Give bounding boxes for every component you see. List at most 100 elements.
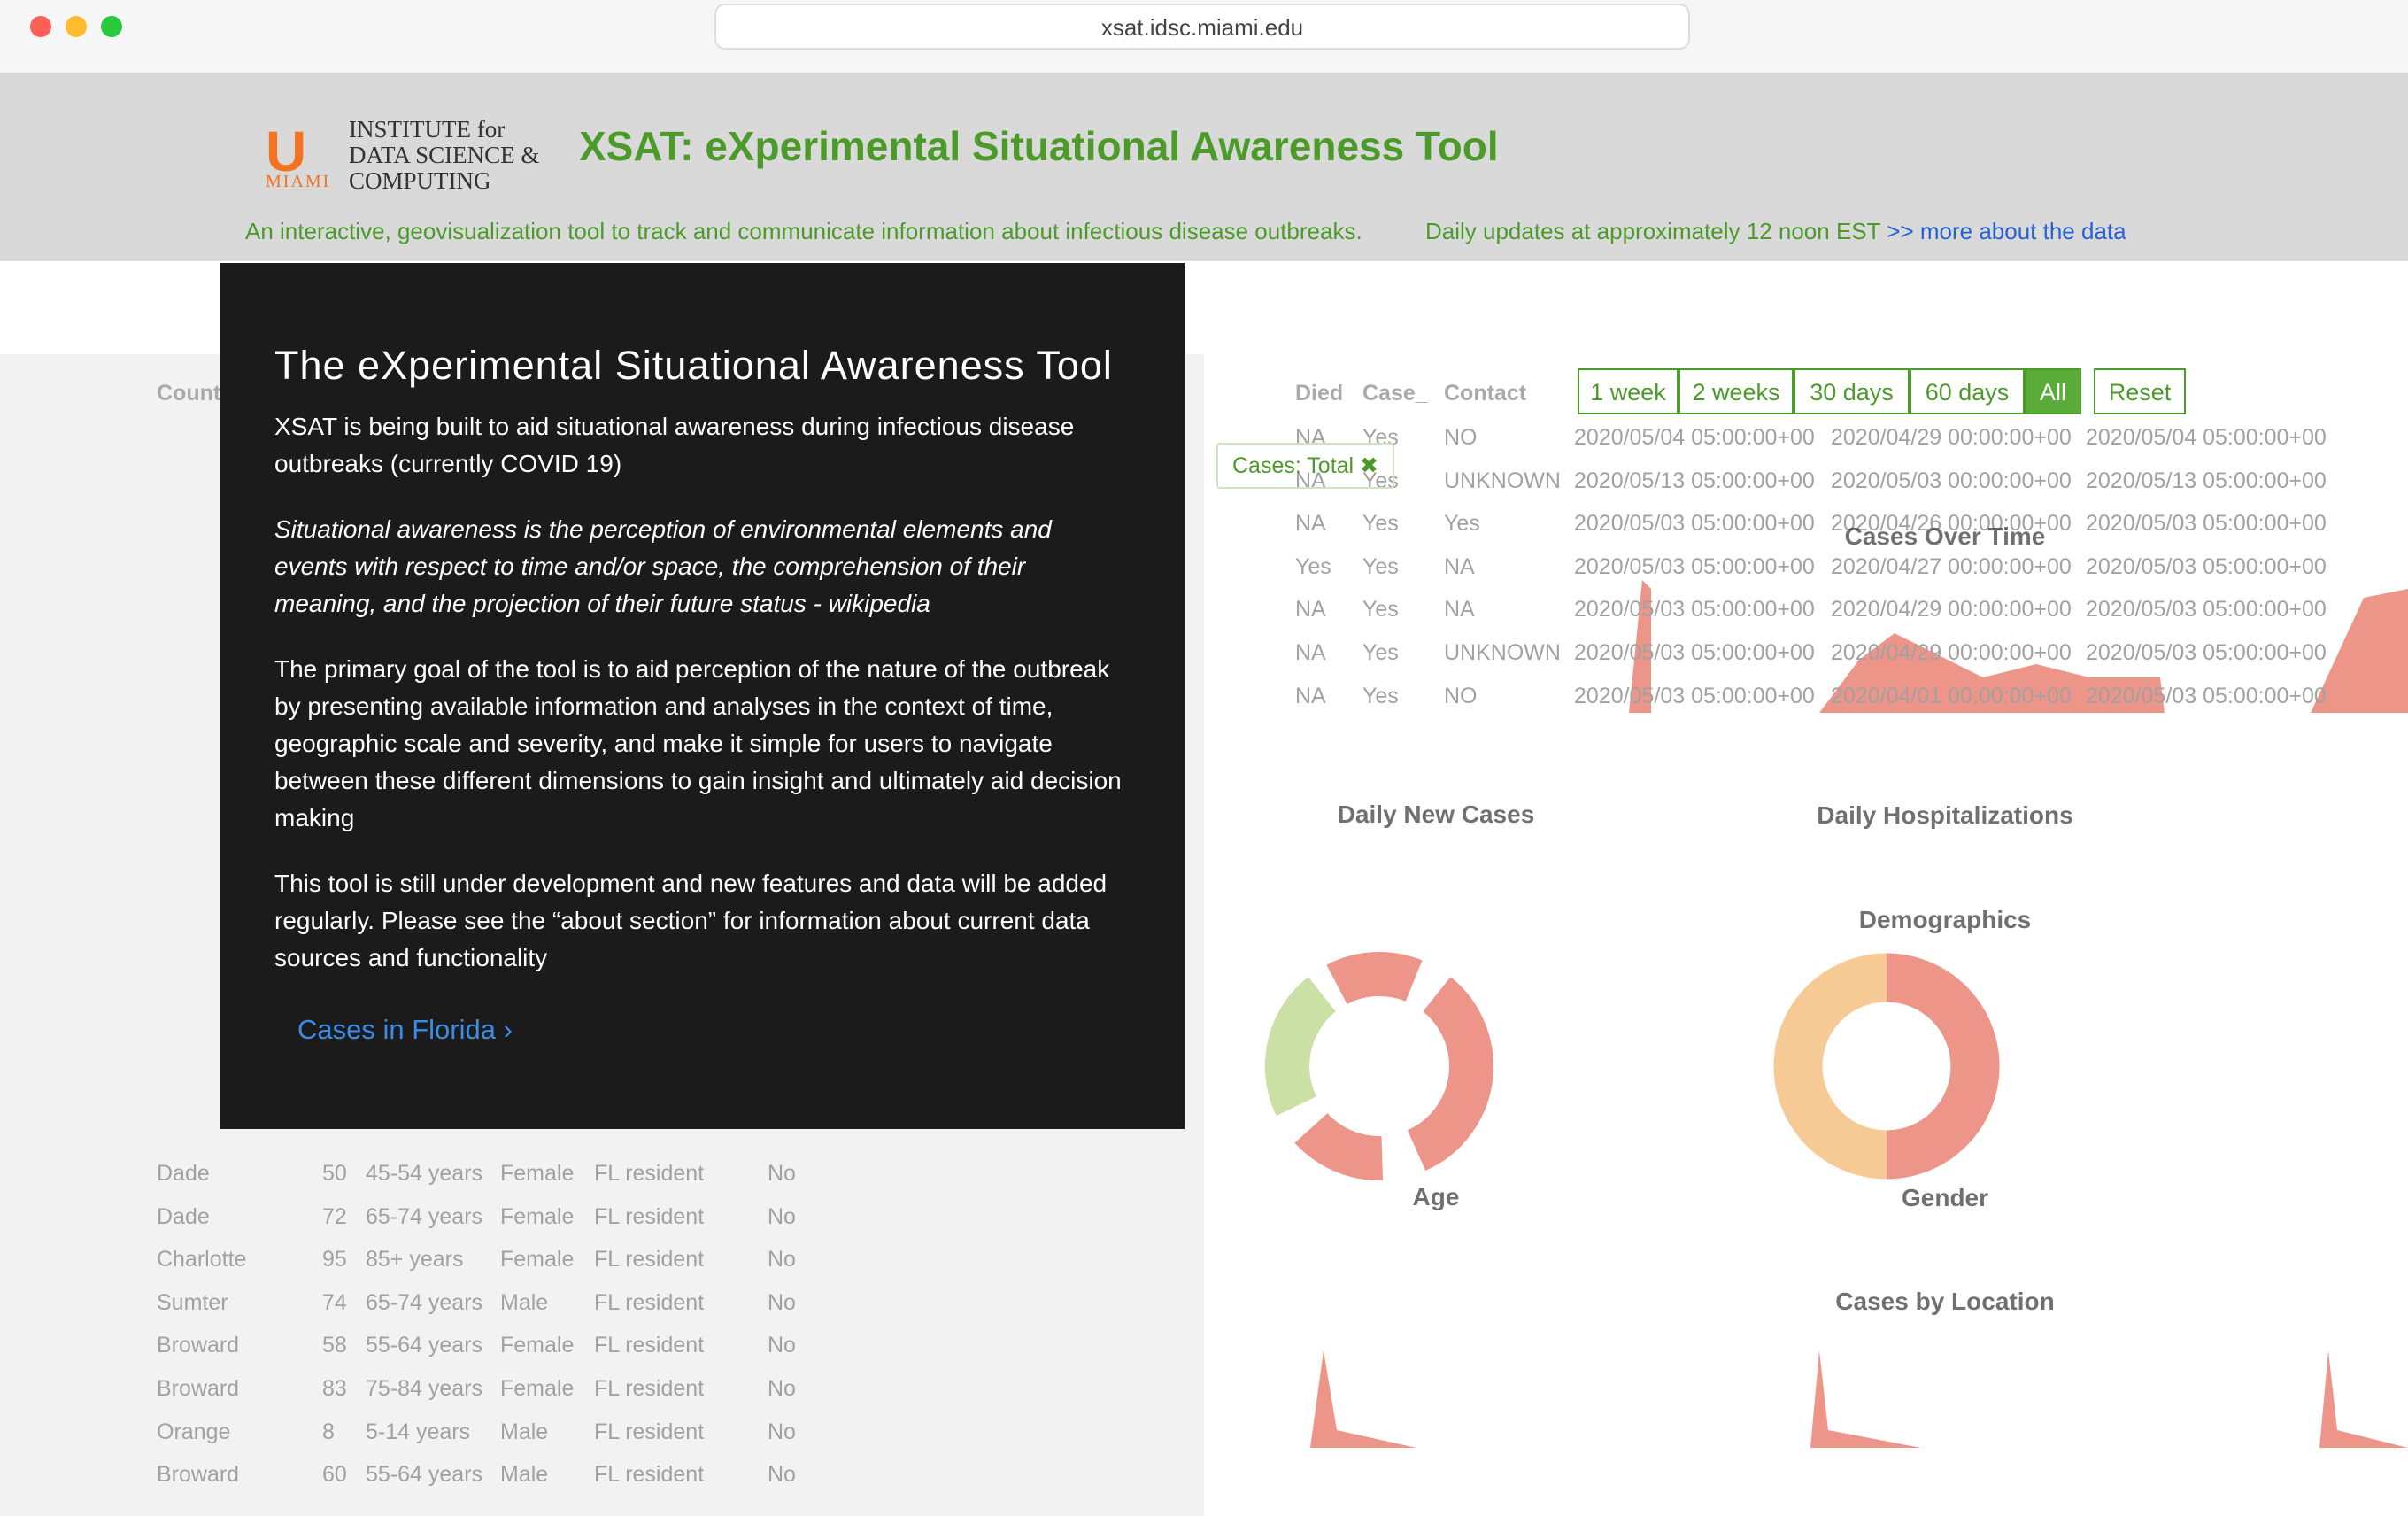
range-button[interactable]: Reset	[2094, 368, 2186, 414]
area-decor	[1810, 1350, 1921, 1448]
table-cell: 2020/05/03 05:00:00+00	[2086, 511, 2327, 537]
table-cell: Orange	[157, 1419, 231, 1444]
table-cell: FL resident	[594, 1462, 705, 1488]
address-bar[interactable]: xsat.idsc.miami.edu	[714, 4, 1690, 50]
table-cell: NA	[1444, 597, 1475, 623]
table-cell: NO	[1444, 683, 1478, 708]
filter-tag[interactable]: Cases: Total ✖	[1216, 443, 1394, 489]
zoom-button[interactable]	[101, 16, 122, 37]
table-cell: UNKNOWN	[1444, 468, 1561, 493]
table-cell: 85+ years	[366, 1247, 464, 1272]
table-header: Died	[1295, 381, 1344, 406]
table-cell: 83	[322, 1376, 347, 1401]
chart-title: Gender	[1901, 1184, 1989, 1211]
table-cell: Charlotte	[157, 1247, 247, 1272]
logo-sub: MIAMI	[266, 172, 331, 191]
table-cell: 50	[322, 1161, 347, 1186]
browser-toolbar: xsat.idsc.miami.edu	[0, 0, 2408, 74]
table-cell: 2020/05/03 05:00:00+00	[2086, 597, 2327, 623]
table-cell: 65-74 years	[366, 1289, 483, 1315]
table-cell: 2020/04/27 00:00:00+00	[1831, 553, 2072, 579]
table-cell: Broward	[157, 1333, 240, 1358]
modal-goal: The primary goal of the tool is to aid p…	[274, 655, 1122, 831]
table-cell: Male	[500, 1419, 549, 1444]
table-header: Case_	[1362, 381, 1428, 406]
table-cell: Broward	[157, 1462, 240, 1488]
table-cell: Yes	[1362, 640, 1399, 665]
table-cell: 95	[322, 1247, 347, 1272]
table-cell: 45-54 years	[366, 1161, 483, 1186]
table-header: Contact	[1444, 381, 1527, 406]
range-button[interactable]: 30 days	[1794, 368, 1910, 414]
table-cell: 2020/04/01 00:00:00+00	[1831, 683, 2072, 708]
chart-title: Demographics	[1858, 906, 2032, 933]
table-cell: Dade	[157, 1203, 210, 1229]
table-cell: Sumter	[157, 1289, 228, 1315]
modal-quote: Situational awareness is the perception …	[274, 515, 1052, 617]
table-cell: Yes	[1362, 597, 1399, 623]
close-button[interactable]	[30, 16, 51, 37]
table-cell: FL resident	[594, 1247, 705, 1272]
range-button[interactable]: 1 week	[1578, 368, 1679, 414]
table-cell: No	[768, 1289, 796, 1315]
table-cell: No	[768, 1161, 796, 1186]
range-button[interactable]: All	[2025, 368, 2081, 414]
modal-title: The eXperimental Situational Awareness T…	[274, 343, 1113, 388]
table-cell: No	[768, 1203, 796, 1229]
chart-title: Daily New Cases	[1337, 801, 1535, 828]
table-cell: 65-74 years	[366, 1203, 483, 1229]
table-cell: 2020/05/03 05:00:00+00	[1574, 683, 1815, 708]
table-cell: NO	[1444, 425, 1478, 450]
table-cell: 2020/05/04 05:00:00+00	[1574, 425, 1815, 450]
table-cell: 74	[322, 1289, 347, 1315]
table-cell: NA	[1295, 511, 1326, 537]
minimize-button[interactable]	[66, 16, 87, 37]
chart-title: Daily Hospitalizations	[1817, 801, 2073, 829]
table-cell: 2020/05/13 05:00:00+00	[1574, 468, 1815, 493]
range-button[interactable]: 2 weeks	[1679, 368, 1794, 414]
table-cell: Female	[500, 1161, 575, 1186]
chart-title: Cases Over Time	[1844, 522, 2046, 550]
table-cell: 2020/05/04 05:00:00+00	[2086, 425, 2327, 450]
table-cell: 55-64 years	[366, 1462, 483, 1488]
chart-title: Cases by Location	[1835, 1288, 2055, 1315]
table-cell: Yes	[1362, 683, 1399, 708]
logo-text: INSTITUTE for DATA SCIENCE & COMPUTING	[349, 117, 539, 194]
table-cell: FL resident	[594, 1289, 705, 1315]
table-cell: 2020/04/29 00:00:00+00	[1831, 425, 2072, 450]
area-decor	[2311, 589, 2408, 713]
table-cell: Yes	[1444, 511, 1480, 537]
site-title: XSAT: eXperimental Situational Awareness…	[579, 123, 1499, 169]
table-cell: Female	[500, 1247, 575, 1272]
gender-donut	[1773, 953, 2000, 1180]
table-cell: 2020/05/03 05:00:00+00	[1574, 511, 1815, 537]
more-link[interactable]: >> more about the data	[1887, 218, 2126, 244]
table-cell: 72	[322, 1203, 347, 1229]
updates-text: Daily updates at approximately 12 noon E…	[1425, 218, 1881, 244]
modal-intro: XSAT is being built to aid situational a…	[274, 413, 1075, 477]
logo-line: INSTITUTE for	[349, 116, 506, 143]
table-cell: No	[768, 1462, 796, 1488]
logo-line: DATA SCIENCE &	[349, 142, 540, 168]
table-cell: FL resident	[594, 1333, 705, 1358]
area-decor	[2319, 1350, 2408, 1448]
range-button[interactable]: 60 days	[1910, 368, 2025, 414]
table-cell: 2020/05/03 05:00:00+00	[1574, 553, 1815, 579]
table-cell: 55-64 years	[366, 1333, 483, 1358]
cases-link[interactable]: Cases in Florida ›	[297, 1014, 513, 1045]
age-donut	[1265, 952, 1493, 1180]
table-cell: 5-14 years	[366, 1419, 471, 1444]
table-cell: No	[768, 1247, 796, 1272]
table-cell: Female	[500, 1333, 575, 1358]
chart-title: Age	[1412, 1183, 1460, 1210]
table-cell: 2020/04/29 00:00:00+00	[1831, 640, 2072, 665]
table-cell: NA	[1295, 597, 1326, 623]
table-cell: FL resident	[594, 1419, 705, 1444]
table-cell: Dade	[157, 1161, 210, 1186]
table-cell: Male	[500, 1462, 549, 1488]
table-cell: 2020/05/13 05:00:00+00	[2086, 468, 2327, 493]
logo[interactable]: U MIAMI INSTITUTE for DATA SCIENCE & COM…	[253, 117, 554, 197]
area-decor	[1310, 1350, 1416, 1448]
site-header	[0, 73, 2408, 261]
